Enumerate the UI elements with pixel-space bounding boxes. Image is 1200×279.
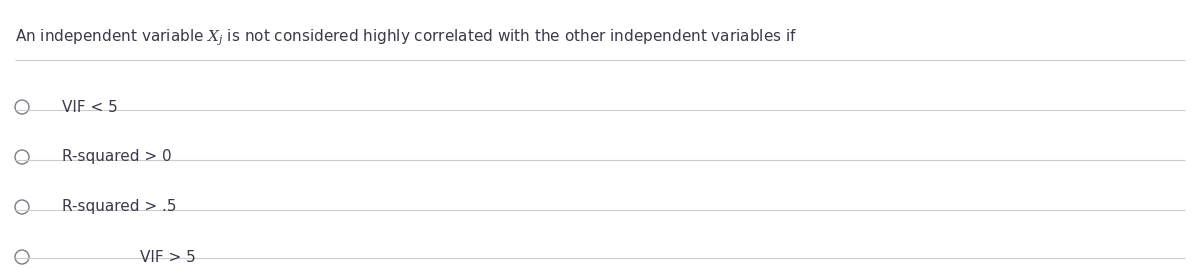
- Text: R-squared > .5: R-squared > .5: [62, 199, 176, 215]
- Text: R-squared > 0: R-squared > 0: [62, 150, 172, 165]
- Text: An independent variable $X_j$ is not considered highly correlated with the other: An independent variable $X_j$ is not con…: [14, 28, 797, 48]
- Text: VIF < 5: VIF < 5: [62, 100, 118, 114]
- Text: VIF > 5: VIF > 5: [140, 249, 196, 264]
